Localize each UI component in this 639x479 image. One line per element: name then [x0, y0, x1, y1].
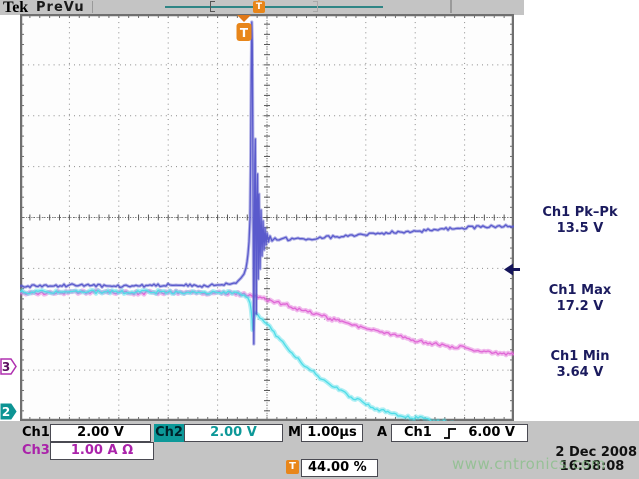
trigger-readout: Ch1 6.00 V	[391, 424, 528, 442]
timebase-label: M	[288, 425, 301, 440]
acquisition-mode-label: PreVu	[36, 0, 85, 15]
measurement-max-value: 17.2 V	[556, 299, 604, 314]
tek-logo: Tek	[3, 0, 29, 16]
trigger-mode-label: A	[377, 425, 388, 440]
date-text: 2 Dec 2008	[555, 445, 637, 460]
measurement-pkpk-value: 13.5 V	[556, 221, 604, 236]
measurement-panel	[524, 0, 639, 421]
ch2-scale-readout: 2.00 V	[184, 424, 283, 442]
measurement-pkpk: Ch1 Pk–Pk 13.5 V	[524, 205, 636, 237]
ch1-scale-readout: 2.00 V	[50, 424, 151, 442]
ch2-readout-label: Ch2	[154, 424, 184, 442]
ch3-readout-label: Ch3	[22, 443, 50, 458]
ch1-readout-label: Ch1	[22, 425, 50, 440]
time-text: 16:58:08	[559, 459, 625, 474]
rising-edge-icon	[444, 427, 457, 439]
ch2-marker-label: 2	[2, 405, 10, 419]
trace-ch2-glow	[20, 287, 455, 421]
measurement-min: Ch1 Min 3.64 V	[524, 349, 636, 381]
trigger-level-arrow-icon	[504, 261, 520, 276]
record-window-bracket-left	[210, 1, 215, 12]
timebase-readout: 1.00µs	[301, 424, 363, 442]
record-view-line	[165, 6, 383, 8]
ch3-marker-shape	[0, 358, 17, 375]
measurement-pkpk-label: Ch1 Pk–Pk	[542, 205, 618, 220]
trace-ch2	[20, 289, 446, 421]
measurement-max-label: Ch1 Max	[548, 283, 612, 298]
trigger-position-icon: T	[286, 460, 299, 474]
record-window-bracket-right	[313, 1, 318, 12]
measurement-min-value: 3.64 V	[556, 365, 604, 380]
ch3-scale-readout: 1.00 A Ω	[50, 442, 154, 460]
record-trigger-icon: T	[253, 0, 265, 13]
trigger-position-flag-letter: T	[240, 26, 249, 40]
ch3-reference-marker: 3	[0, 358, 18, 375]
measurement-min-label: Ch1 Min	[550, 349, 610, 364]
ch2-reference-marker: 2	[0, 403, 18, 420]
waveform-svg: T	[20, 14, 514, 421]
measurement-max: Ch1 Max 17.2 V	[524, 283, 636, 315]
topbar-divider	[92, 1, 93, 13]
ch3-marker-label: 3	[2, 360, 10, 374]
trigger-level: 6.00 V	[468, 425, 515, 440]
trigger-position-flag-arrow	[237, 15, 251, 22]
topbar-tick	[450, 0, 452, 13]
trigger-position-flag	[236, 23, 252, 41]
ch2-marker-shape	[0, 403, 17, 420]
waveform-plot: T	[20, 14, 514, 421]
trigger-source: Ch1	[404, 425, 432, 440]
watermark-text: www.cntronics.com	[452, 455, 606, 473]
trace-ch1	[20, 21, 514, 345]
trigger-position-readout: 44.00 %	[301, 459, 378, 477]
